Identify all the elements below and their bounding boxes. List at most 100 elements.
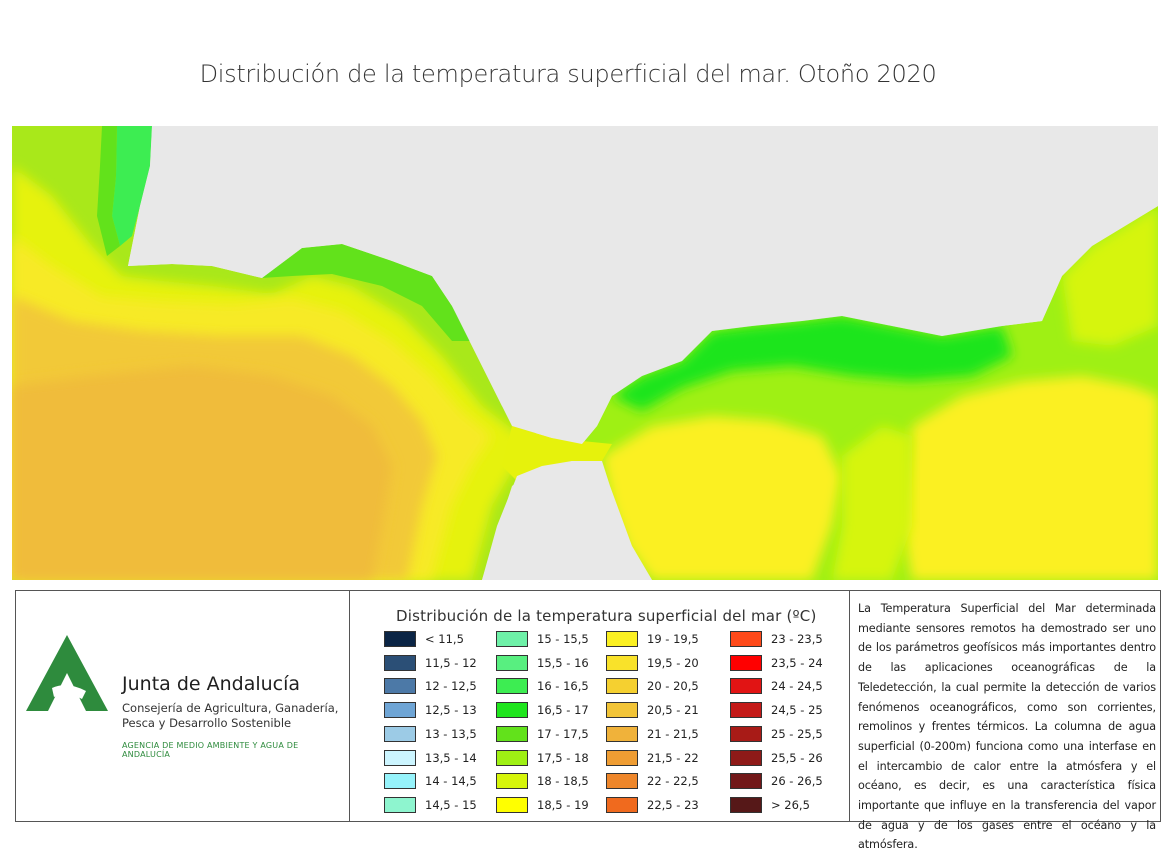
legend-label: 20,5 - 21 [647,703,699,718]
legend-item: > 26,5 [730,795,810,815]
legend-swatch [496,773,528,790]
legend-label: 23 - 23,5 [771,632,823,646]
org-name: Junta de Andalucía [122,673,301,695]
legend-label: 18 - 18,5 [537,774,589,789]
legend-grid: < 11,5 11,5 - 12 12 - 12,5 12,5 - 13 13 - 13… [384,629,844,817]
legend-swatch [730,773,762,790]
legend-swatch [384,678,416,695]
sst-map-graphic [12,126,1158,580]
legend-title: Distribución de la temperatura superfici… [396,607,817,625]
legend-panel: Distribución de la temperatura superfici… [350,591,850,821]
legend-label: 13,5 - 14 [425,750,477,765]
legend-item: 15 - 15,5 [496,629,589,649]
footer-panel: Junta de Andalucía Consejería de Agricul… [15,590,1162,851]
legend-swatch [384,725,416,742]
legend-label: 16,5 - 17 [537,703,589,718]
legend-label: 21,5 - 22 [647,750,699,765]
legend-item: 17,5 - 18 [496,748,589,768]
description-panel: La Temperatura Superficial del Mar deter… [850,591,1162,851]
legend-item: 21 - 21,5 [606,724,699,744]
legend-label: 14 - 14,5 [425,774,477,789]
legend-label: 25 - 25,5 [771,726,823,741]
legend-item: 17 - 17,5 [496,724,589,744]
atlantic-sea [12,126,582,580]
junta-logo-icon [26,635,108,711]
legend-swatch [730,725,762,742]
legend-item: 22 - 22,5 [606,771,699,791]
legend-swatch [384,654,416,671]
legend-item: 12 - 12,5 [384,676,477,696]
legend-item: 19,5 - 20 [606,653,699,673]
legend-item: 23,5 - 24 [730,653,823,673]
legend-label: 11,5 - 12 [425,655,477,670]
gibraltar-strait [502,426,612,481]
legend-label: 23,5 - 24 [771,655,823,670]
legend-label: > 26,5 [771,797,810,812]
legend-swatch [496,749,528,766]
legend-item: 21,5 - 22 [606,748,699,768]
legend-item: 12,5 - 13 [384,700,477,720]
legend-item: 16,5 - 17 [496,700,589,720]
legend-item: 15,5 - 16 [496,653,589,673]
legend-item: 13 - 13,5 [384,724,477,744]
legend-swatch [384,631,416,647]
legend-item: 14,5 - 15 [384,795,477,815]
legend-item: 11,5 - 12 [384,653,477,673]
legend-item: 13,5 - 14 [384,748,477,768]
legend-swatch [384,749,416,766]
legend-swatch [496,702,528,719]
legend-item: < 11,5 [384,629,464,649]
sst-map [12,126,1158,580]
legend-swatch [496,725,528,742]
legend-swatch [730,702,762,719]
legend-item: 24,5 - 25 [730,700,823,720]
org-department: Consejería de Agricultura, Ganadería, Pe… [122,701,339,730]
legend-label: 16 - 16,5 [537,679,589,694]
legend-item: 20,5 - 21 [606,700,699,720]
legend-swatch [730,749,762,766]
org-agency: AGENCIA DE MEDIO AMBIENTE Y AGUA DE ANDA… [122,741,299,759]
legend-swatch [606,702,638,719]
legend-label: 25,5 - 26 [771,750,823,765]
legend-swatch [606,773,638,790]
legend-swatch [384,796,416,813]
legend-swatch [384,702,416,719]
legend-swatch [606,631,638,647]
legend-label: 26 - 26,5 [771,774,823,789]
legend-swatch [730,654,762,671]
legend-swatch [496,654,528,671]
legend-label: 15,5 - 16 [537,655,589,670]
legend-item: 20 - 20,5 [606,676,699,696]
legend-swatch [606,678,638,695]
africa-land [482,461,652,580]
legend-swatch [730,678,762,695]
legend-label: 12,5 - 13 [425,703,477,718]
legend-item: 25,5 - 26 [730,748,823,768]
legend-swatch [496,678,528,695]
legend-label: 12 - 12,5 [425,679,477,694]
legend-label: 17,5 - 18 [537,750,589,765]
legend-swatch [384,773,416,790]
legend-item: 19 - 19,5 [606,629,699,649]
legend-label: 18,5 - 19 [537,797,589,812]
legend-swatch [606,749,638,766]
legend-label: 19,5 - 20 [647,655,699,670]
legend-swatch [606,725,638,742]
legend-label: 22 - 22,5 [647,774,699,789]
legend-item: 18,5 - 19 [496,795,589,815]
legend-item: 24 - 24,5 [730,676,823,696]
legend-label: 19 - 19,5 [647,632,699,646]
legend-item: 22,5 - 23 [606,795,699,815]
legend-label: 17 - 17,5 [537,726,589,741]
legend-label: < 11,5 [425,632,464,646]
legend-label: 24 - 24,5 [771,679,823,694]
legend-label: 24,5 - 25 [771,703,823,718]
logo-panel: Junta de Andalucía Consejería de Agricul… [16,591,350,821]
legend-item: 18 - 18,5 [496,771,589,791]
legend-label: 21 - 21,5 [647,726,699,741]
description-text: La Temperatura Superficial del Mar deter… [858,602,1156,852]
legend-item: 26 - 26,5 [730,771,823,791]
legend-swatch [730,796,762,813]
legend-item: 23 - 23,5 [730,629,823,649]
page-title: Distribución de la temperatura superfici… [199,60,937,88]
